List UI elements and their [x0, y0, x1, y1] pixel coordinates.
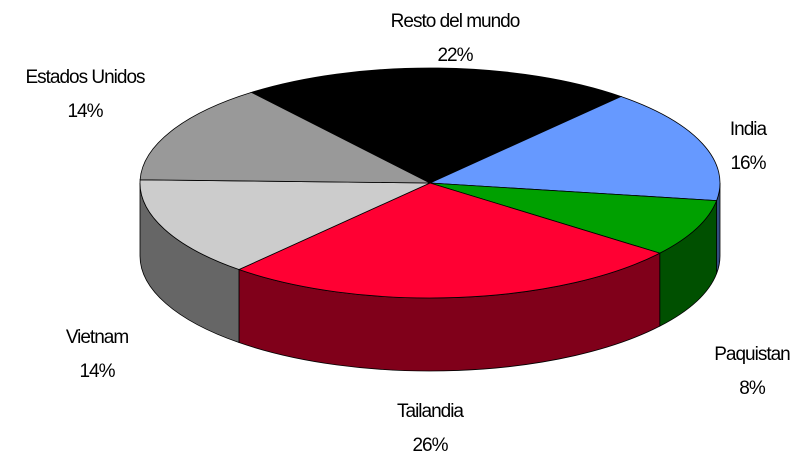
slice: [139, 179, 431, 270]
slice: [429, 182, 718, 254]
slice-label: Resto del mundo: [391, 11, 520, 32]
slice-label: Paquistan: [714, 344, 790, 365]
slice-value-label: 14%: [79, 361, 115, 382]
slice-label: Estados Unidos: [25, 67, 145, 88]
slice: [237, 182, 661, 299]
slice-value-label: 14%: [67, 101, 103, 122]
slice-value-label: 8%: [739, 378, 766, 399]
slice-label: India: [730, 119, 768, 140]
slice: [429, 96, 721, 202]
slice: [250, 67, 623, 184]
slice-label: Vietnam: [66, 327, 129, 348]
slice-value-label: 16%: [730, 153, 766, 174]
slice: [139, 91, 431, 184]
slice-value-label: 26%: [412, 435, 448, 453]
slice-value-label: 22%: [437, 45, 473, 66]
slice-label: Tailandia: [397, 401, 464, 422]
